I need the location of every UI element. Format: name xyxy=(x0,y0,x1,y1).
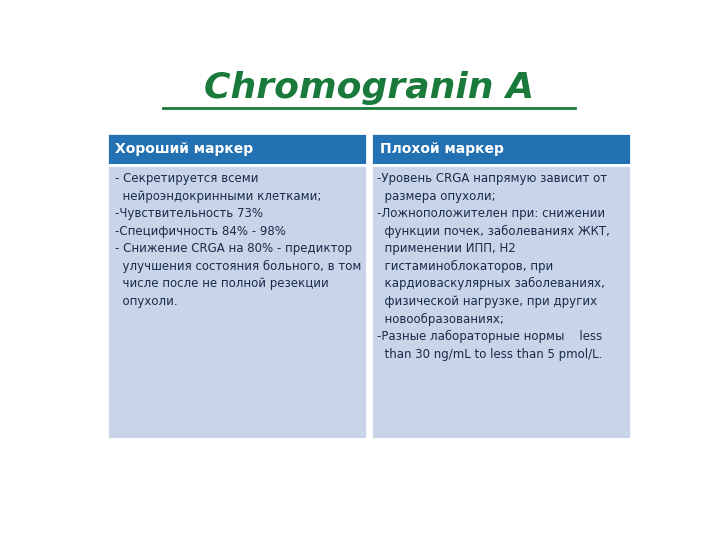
FancyBboxPatch shape xyxy=(107,133,366,165)
FancyBboxPatch shape xyxy=(372,165,631,439)
Text: Хороший маркер: Хороший маркер xyxy=(115,142,253,156)
FancyBboxPatch shape xyxy=(372,133,631,165)
FancyBboxPatch shape xyxy=(107,165,366,439)
Text: - Секретируется всеми
  нейроэндокринными клетками;
-Чувствительность 73%
-Специ: - Секретируется всеми нейроэндокринными … xyxy=(115,172,361,308)
Text: -Уровень CRGA напрямую зависит от
  размера опухоли;
-Ложноположителен при: сниж: -Уровень CRGA напрямую зависит от размер… xyxy=(377,172,610,361)
Text: Chromogranin A: Chromogranin A xyxy=(204,71,534,105)
Text: Плохой маркер: Плохой маркер xyxy=(379,142,503,156)
